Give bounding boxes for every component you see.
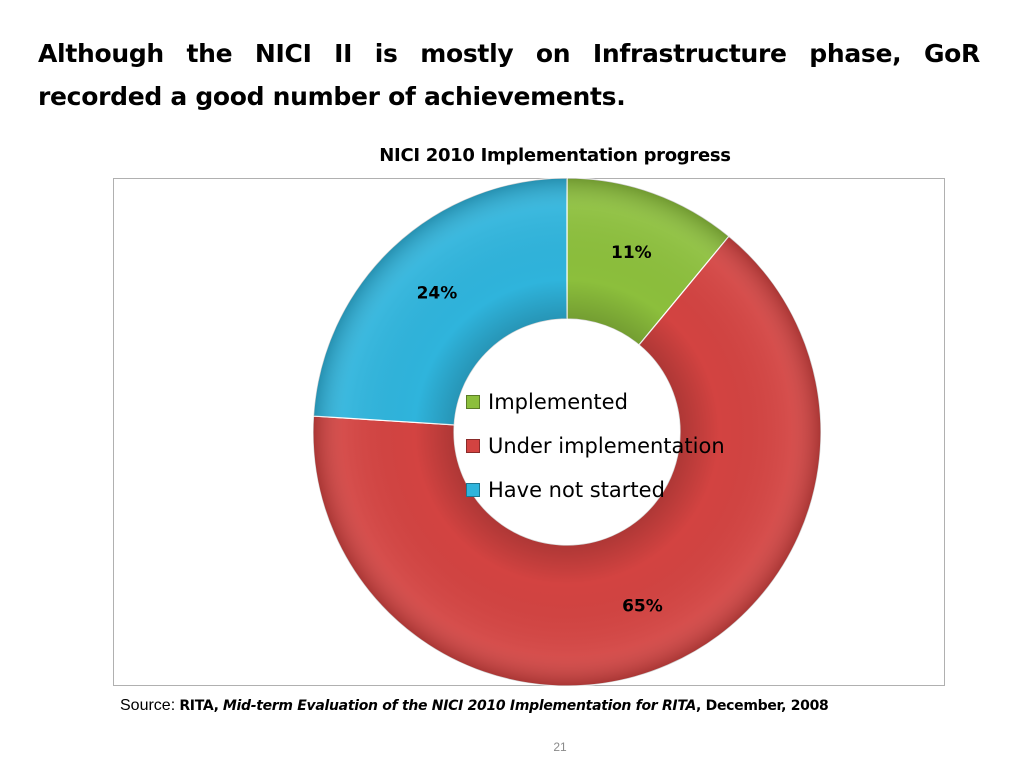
source-date: , December, 2008 (696, 698, 829, 714)
legend-label: Have not started (488, 478, 665, 502)
donut-slice-shading (567, 178, 729, 345)
legend-item: Implemented (466, 380, 725, 424)
legend-label: Under implementation (488, 434, 725, 458)
legend-swatch (466, 439, 480, 453)
source-citation: Source: RITA, Mid-term Evaluation of the… (120, 697, 920, 715)
donut-slice-shading (313, 178, 567, 425)
slice-data-label: 65% (622, 596, 663, 616)
legend-label: Implemented (488, 390, 628, 414)
chart-title: NICI 2010 Implementation progress (379, 145, 731, 166)
legend-swatch (466, 395, 480, 409)
donut-slice-shading (313, 236, 822, 686)
slice-data-label: 24% (417, 283, 458, 303)
slide-headline: Although the NICI II is mostly on Infras… (38, 39, 980, 111)
legend-swatch (466, 483, 480, 497)
source-title: Mid-term Evaluation of the NICI 2010 Imp… (222, 698, 697, 714)
legend-item: Under implementation (466, 424, 725, 468)
legend-item: Have not started (466, 468, 725, 512)
chart-legend: Implemented Under implementation Have not … (466, 380, 725, 512)
source-author: RITA, (179, 698, 219, 714)
slice-data-label: 11% (611, 243, 652, 263)
source-label: Source: (120, 697, 176, 714)
page-number: 21 (553, 740, 567, 754)
